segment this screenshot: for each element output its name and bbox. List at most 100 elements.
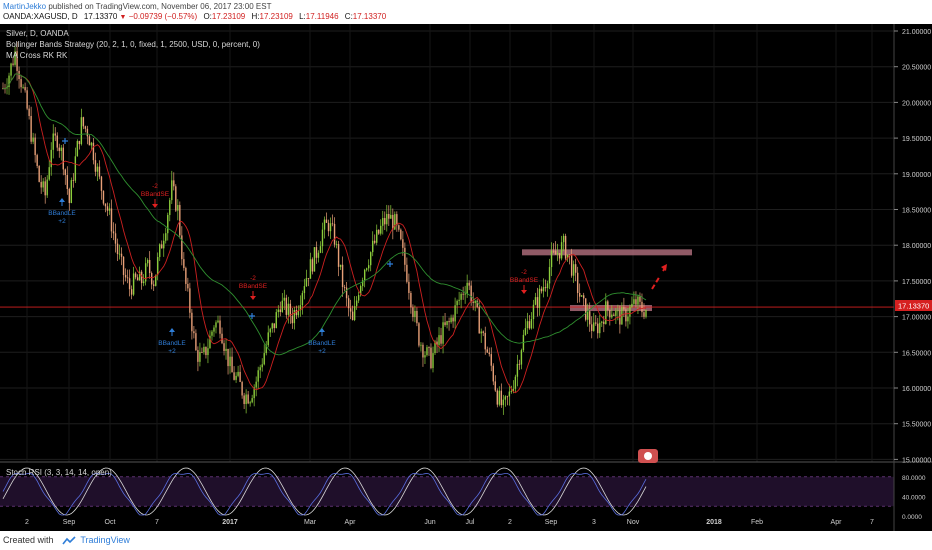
y-tick-label: 16.50000 <box>902 350 931 357</box>
candle-body <box>450 317 452 323</box>
candle-body <box>275 312 277 329</box>
candle-body <box>436 341 438 345</box>
candle-body <box>510 390 513 392</box>
legend-ma: MA Cross RK RK <box>6 51 68 60</box>
rsi-tick-label: 40.0000 <box>902 494 926 501</box>
candle-body <box>367 265 370 269</box>
x-tick-label: Jul <box>466 519 475 526</box>
candle-body <box>448 321 450 323</box>
candle-body <box>633 299 635 304</box>
candle-body <box>22 87 24 88</box>
x-tick-label: Apr <box>831 519 843 526</box>
candle-body <box>58 147 60 151</box>
price-axis[interactable]: 21.00000 20.50000 20.00000 19.50000 19.00000… <box>894 29 931 464</box>
candle-body <box>422 344 424 358</box>
candle-body <box>40 181 42 188</box>
candle-body <box>470 285 472 302</box>
cross-marker-icon <box>62 138 68 144</box>
price-badge: 17.13370 <box>895 300 932 311</box>
candle-body <box>12 63 14 65</box>
candle-body <box>185 267 187 284</box>
long-arrow-icon <box>319 328 325 332</box>
candle-body <box>378 229 380 234</box>
candle-body <box>540 288 543 292</box>
candle-body <box>468 282 470 286</box>
candle-body <box>183 259 185 268</box>
candle-body <box>514 376 517 389</box>
candle-body <box>544 287 547 289</box>
footer: Created with TradingView <box>3 535 130 546</box>
candle-body <box>213 327 215 332</box>
candle-body <box>418 323 420 346</box>
short-arrow-icon <box>152 204 158 208</box>
candle-body <box>50 149 52 168</box>
candle-body <box>572 264 575 276</box>
candle-body <box>191 312 193 332</box>
candle-body <box>635 299 637 305</box>
candle-body <box>582 295 585 299</box>
candle-body <box>392 214 394 230</box>
candle-body <box>570 255 573 276</box>
signal-label: BBandSE <box>239 283 268 290</box>
candle-body <box>313 247 316 272</box>
candle-body <box>233 372 235 380</box>
publish-info: MartinJekko published on TradingView.com… <box>3 2 271 11</box>
candle-body <box>132 273 135 295</box>
candle-body <box>621 306 623 325</box>
zone-support <box>570 305 652 312</box>
candle-body <box>215 322 217 328</box>
candle-body <box>150 273 153 285</box>
candle-body <box>118 253 121 255</box>
candle-body <box>82 117 85 127</box>
signal-sub: +2 <box>168 348 176 355</box>
candle-body <box>476 300 478 308</box>
ohlc-bar: OANDA:XAGUSD, D 17.13370 ▼ −0.09739 (−0.… <box>3 12 386 21</box>
legend-title: Silver, D, OANDA <box>6 29 69 38</box>
y-tick-label: 15.50000 <box>902 422 931 429</box>
candle-body <box>442 322 444 344</box>
time-axis[interactable]: 2 Sep Oct 7 2017 Mar Apr Jun Jul 2 Sep 3 Nov 2018 Feb A… <box>25 519 874 526</box>
candle-body <box>265 345 267 354</box>
candle-body <box>163 240 165 249</box>
candle-body <box>146 260 149 264</box>
rsi-k-line <box>2 473 647 516</box>
candle-body <box>637 296 639 305</box>
candle-body <box>152 284 155 286</box>
candle-body <box>601 321 603 323</box>
candle-body <box>227 348 229 367</box>
candle-body <box>60 147 62 151</box>
author-link[interactable]: MartinJekko <box>3 2 47 11</box>
candle-body <box>438 335 440 345</box>
candle-body <box>490 354 492 366</box>
candle-body <box>597 323 599 334</box>
candle-body <box>28 108 30 116</box>
candle-body <box>245 394 247 405</box>
tradingview-link[interactable]: TradingView <box>80 535 130 545</box>
high-label: H: <box>251 12 260 21</box>
chart-canvas[interactable]: BBandLE+2-2BBandSEBBandLE+2-2BBandSEBBan… <box>0 24 932 531</box>
x-tick-label: Feb <box>751 519 763 526</box>
candle-body <box>498 390 501 405</box>
candle-body <box>386 213 388 225</box>
candle-body <box>189 288 191 313</box>
candle-body <box>120 253 123 257</box>
candle-body <box>482 331 484 333</box>
ma-fast-line <box>2 73 647 394</box>
candle-body <box>285 297 288 315</box>
candle-body <box>114 233 117 244</box>
candle-body <box>96 166 99 172</box>
candle-body <box>110 208 113 232</box>
x-tick-label: 2 <box>508 519 512 526</box>
candle-body <box>159 244 161 258</box>
grid <box>0 24 894 462</box>
candle-body <box>169 200 171 215</box>
candle-body <box>14 51 16 65</box>
candle-body <box>128 278 131 290</box>
candle-body <box>239 371 241 382</box>
replay-icon[interactable] <box>638 449 658 463</box>
candle-body <box>382 218 384 226</box>
candle-body <box>341 264 344 287</box>
signal-sub: -2 <box>250 275 256 282</box>
candle-body <box>480 331 482 334</box>
y-tick-label: 18.50000 <box>902 208 931 215</box>
